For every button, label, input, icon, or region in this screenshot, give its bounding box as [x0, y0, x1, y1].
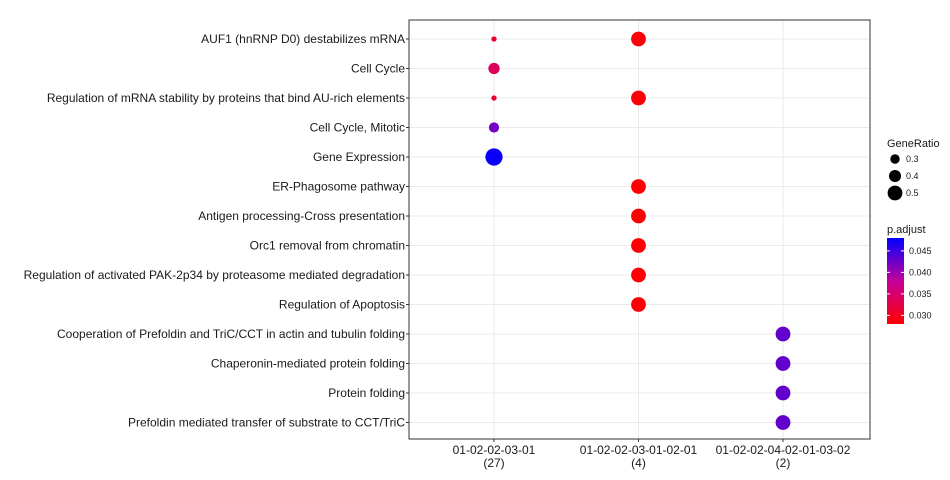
- p-adjust-legend: p.adjust 0.030 0.035 0.040 0.045: [887, 224, 932, 324]
- data-point: [485, 148, 503, 166]
- data-point: [491, 36, 497, 42]
- data-point: [631, 297, 646, 312]
- y-tick-label: AUF1 (hnRNP D0) destabilizes mRNA: [201, 32, 405, 46]
- data-point: [775, 326, 791, 342]
- gene-ratio-legend-key: [890, 154, 900, 164]
- data-point: [631, 31, 646, 47]
- gene-ratio-legend-label: 0.3: [906, 154, 919, 164]
- data-point: [631, 90, 646, 106]
- gene-ratio-legend-label: 0.5: [906, 188, 919, 198]
- y-tick-label: Cell Cycle: [351, 62, 405, 76]
- data-point: [631, 238, 646, 253]
- data-point: [488, 62, 500, 75]
- p-adjust-legend-label: 0.035: [909, 289, 932, 299]
- x-axis-labels: 01-02-02-03-01(27) 01-02-02-03-01-02-01(4…: [453, 439, 851, 470]
- gene-ratio-legend-label: 0.4: [906, 171, 919, 181]
- p-adjust-colorbar: [887, 238, 904, 324]
- data-point: [775, 385, 791, 401]
- y-tick-label: Regulation of mRNA stability by proteins…: [47, 91, 405, 105]
- data-point: [631, 208, 646, 224]
- data-point: [631, 267, 646, 283]
- gene-ratio-legend-key: [887, 185, 903, 201]
- y-tick-label: Orc1 removal from chromatin: [250, 239, 405, 253]
- data-point: [488, 122, 500, 133]
- y-tick-label: Prefoldin mediated transfer of substrate…: [128, 416, 405, 430]
- data-point: [491, 95, 497, 101]
- data-point: [631, 179, 646, 194]
- y-tick-label: Antigen processing-Cross presentation: [198, 209, 405, 223]
- p-adjust-legend-label: 0.040: [909, 267, 932, 277]
- y-tick-label: Chaperonin-mediated protein folding: [211, 357, 405, 371]
- data-point: [775, 356, 791, 371]
- y-tick-label: Cooperation of Prefoldin and TriC/CCT in…: [57, 327, 405, 341]
- x-tick-label: 01-02-02-03-01-02-01: [580, 443, 698, 457]
- y-tick-label: Cell Cycle, Mitotic: [310, 121, 405, 135]
- p-adjust-legend-title: p.adjust: [887, 224, 926, 236]
- x-tick-label: 01-02-02-04-02-01-03-02: [716, 443, 851, 457]
- x-tick-count: (27): [483, 456, 504, 470]
- data-point: [775, 415, 791, 430]
- y-tick-label: Regulation of Apoptosis: [279, 298, 405, 312]
- gene-ratio-legend-key: [888, 169, 902, 183]
- gene-ratio-legend: GeneRatio 0.3 0.4 0.5: [887, 138, 940, 201]
- p-adjust-legend-label: 0.030: [909, 310, 932, 320]
- x-tick-count: (4): [631, 456, 646, 470]
- y-tick-label: ER-Phagosome pathway: [272, 180, 405, 194]
- x-tick-label: 01-02-02-03-01: [453, 443, 536, 457]
- plot-panel-border: [408, 19, 871, 440]
- gene-ratio-legend-title: GeneRatio: [887, 138, 940, 150]
- p-adjust-legend-label: 0.045: [909, 246, 932, 256]
- y-tick-label: Protein folding: [328, 386, 405, 400]
- grid-lines: [409, 20, 870, 439]
- y-axis-labels: AUF1 (hnRNP D0) destabilizes mRNA Cell Cy…: [24, 32, 409, 430]
- data-points: [485, 31, 791, 430]
- y-tick-label: Regulation of activated PAK-2p34 by prot…: [24, 268, 405, 282]
- x-tick-count: (2): [776, 456, 791, 470]
- y-tick-label: Gene Expression: [313, 150, 405, 164]
